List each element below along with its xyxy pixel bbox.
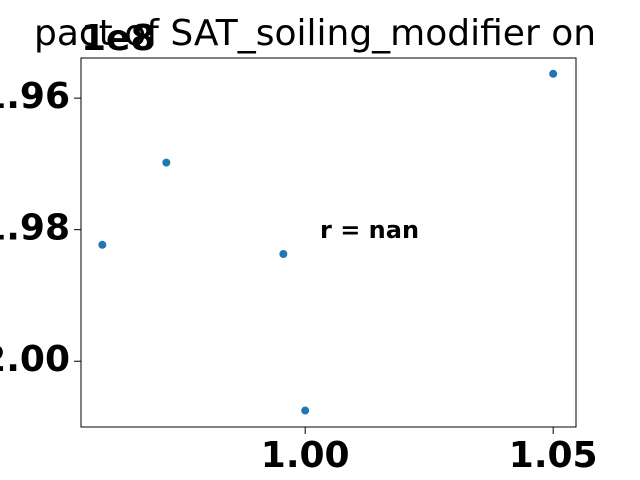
- offset-label: 1e8: [81, 18, 156, 59]
- plot-frame: [80, 57, 577, 428]
- x-tick-label: 1.00: [261, 435, 350, 476]
- point: [301, 406, 310, 415]
- x-tick-label: 1.05: [509, 435, 598, 476]
- annotation: r = nan: [320, 216, 419, 244]
- point: [162, 158, 171, 167]
- point: [549, 69, 558, 78]
- point: [98, 240, 107, 249]
- y-tick-label: −1.98: [0, 208, 70, 249]
- point: [279, 250, 288, 259]
- chart-title: pact of SAT_soiling_modifier on: [34, 13, 596, 54]
- y-tick-label: −2.00: [0, 339, 70, 380]
- y-tick-label: −1.96: [0, 76, 70, 117]
